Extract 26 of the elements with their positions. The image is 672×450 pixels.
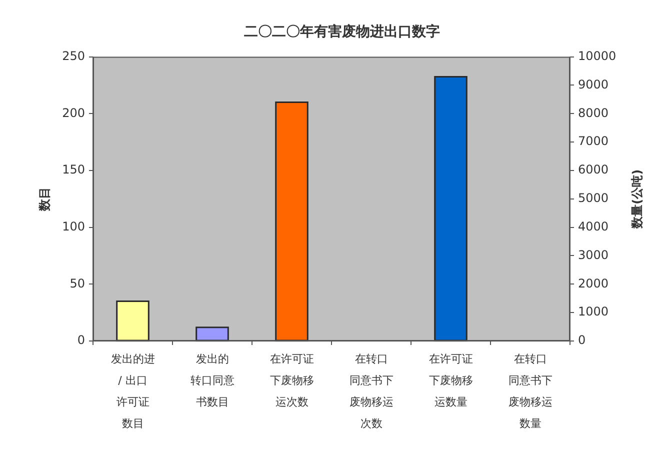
y2-tick-label: 3000 [578, 248, 609, 262]
x-tick-label: 在转口同意书下废物移运次数 [349, 352, 394, 430]
y2-tick-label: 8000 [578, 106, 609, 120]
y2-tick-label: 7000 [578, 134, 609, 148]
y-tick-label: 250 [62, 48, 85, 63]
y-tick-label: 100 [62, 219, 85, 234]
y2-tick-label: 4000 [578, 219, 609, 234]
y2-tick-label: 0 [578, 333, 586, 348]
y2-tick-label: 2000 [578, 276, 609, 290]
chart-title: 二〇二〇年有害废物进出口数字 [244, 23, 440, 40]
x-tick-label: 在许可证下废物移运次数 [270, 352, 314, 408]
y2-tick-label: 10000 [578, 48, 616, 63]
y-axis-title: 数目 [37, 186, 52, 212]
y-tick-label: 0 [77, 333, 85, 348]
y2-axis-title: 数量(公吨) [630, 169, 644, 230]
y-tick-label: 150 [62, 162, 85, 177]
x-tick-label: 发出的进 / 出口许可证数目 [110, 352, 155, 430]
y2-tick-label: 9000 [578, 77, 609, 92]
x-tick-label: 在许可证下废物移运数量 [428, 352, 473, 408]
y-tick-label: 200 [62, 106, 85, 120]
y-tick-label: 50 [70, 276, 85, 290]
y2-tick-label: 6000 [578, 162, 609, 177]
x-tick-label: 发出的转口同意书数目 [190, 352, 234, 408]
y2-tick-label: 5000 [578, 191, 609, 206]
x-tick-label: 在转口同意书下废物移运数量 [508, 352, 552, 430]
y2-tick-label: 1000 [578, 304, 609, 319]
